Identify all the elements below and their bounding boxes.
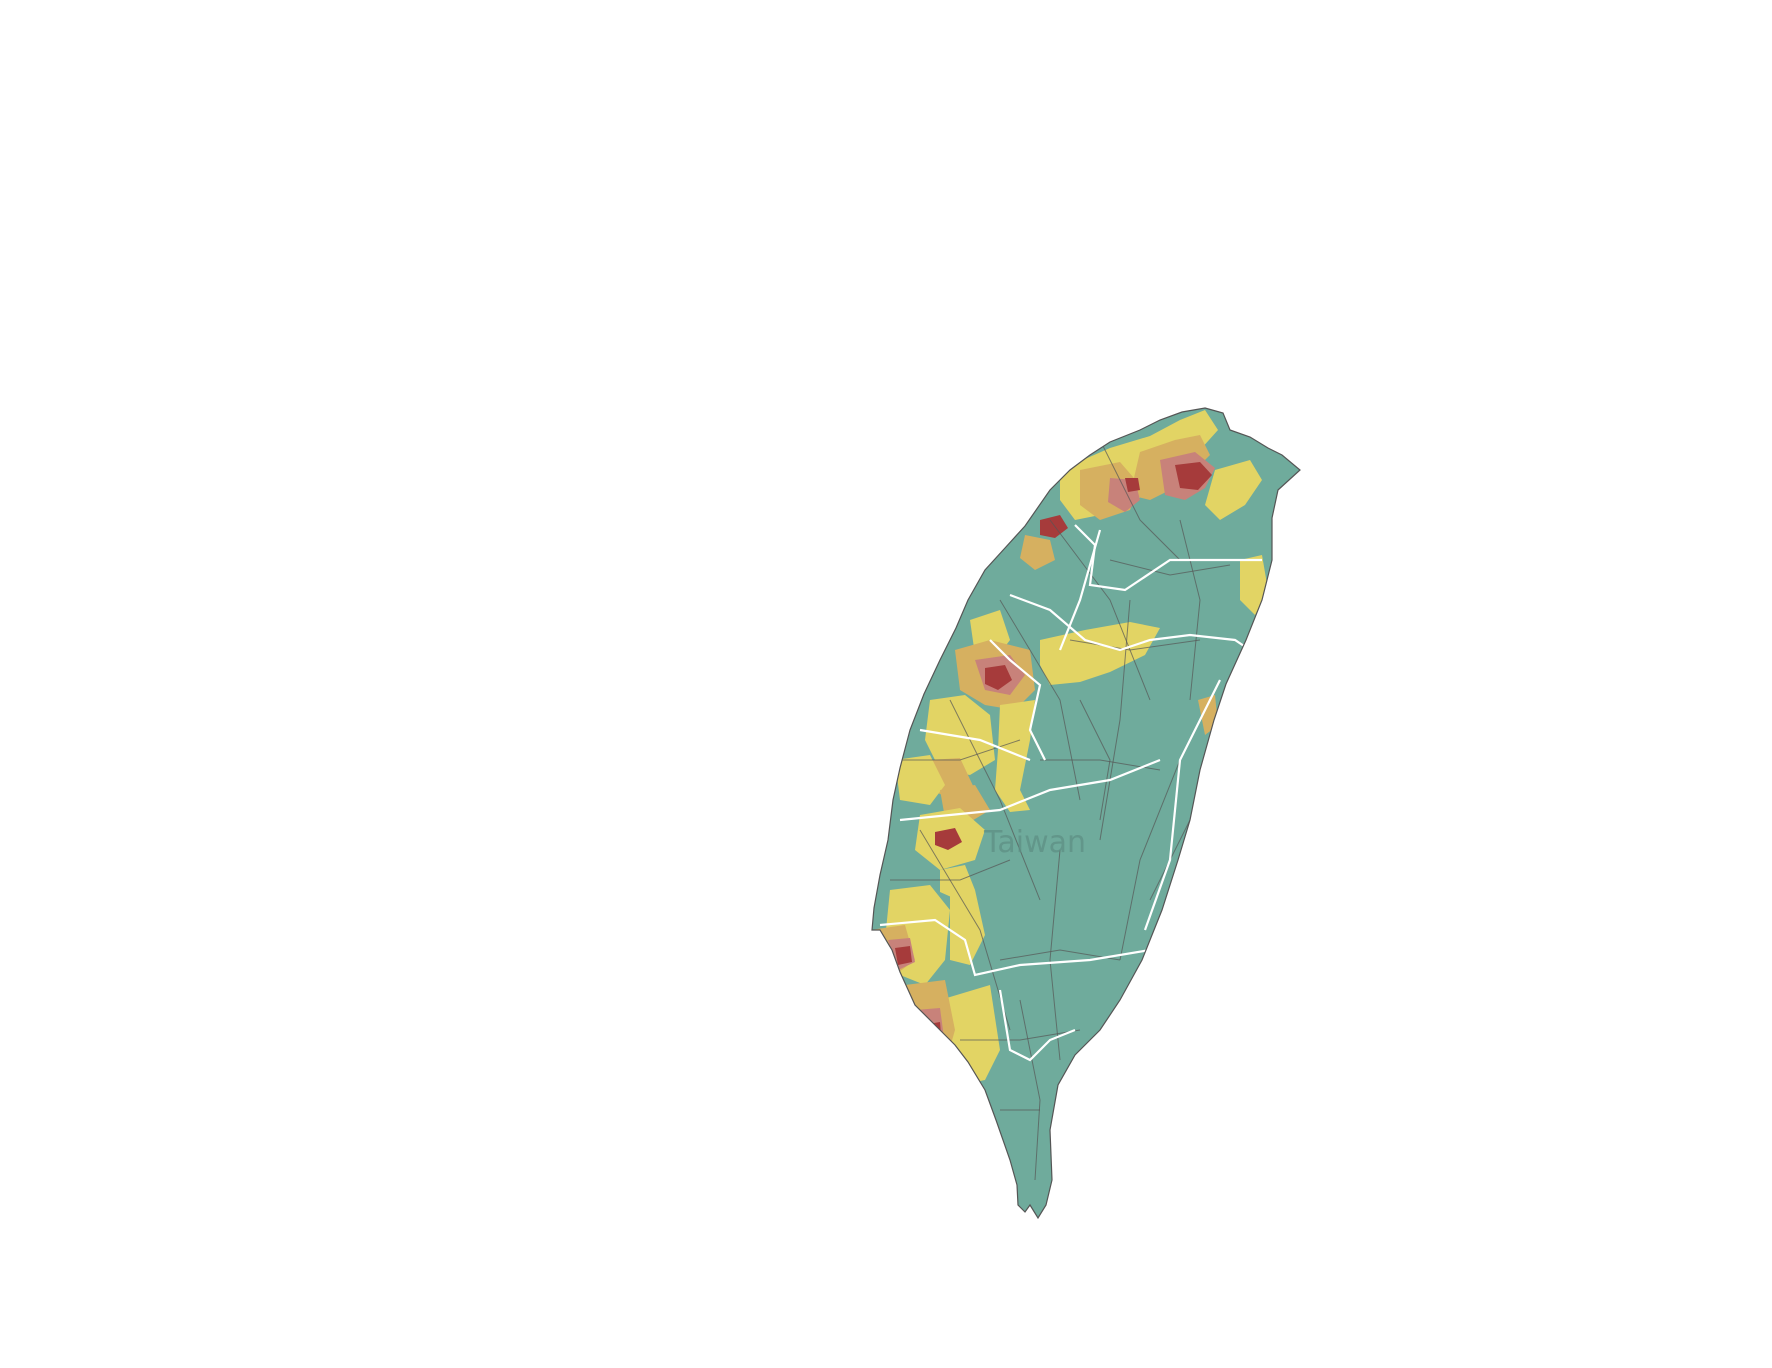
district-kaohsiung-ochre [905, 980, 955, 1065]
district-yunlin-yellow [895, 755, 945, 805]
region-label: Taiwan [983, 825, 1086, 860]
district-chiayi-south-yellow [940, 865, 975, 900]
district-keelung-yellow [1205, 460, 1262, 520]
district-taipei-core [1175, 462, 1212, 490]
island-outline [871, 407, 1301, 1220]
district-taichung-core [985, 665, 1012, 690]
county-borders [879, 524, 1262, 1062]
district-nantou-yellow [995, 700, 1035, 812]
district-borders [890, 439, 1231, 1181]
district-tainan-core [895, 946, 912, 965]
district-central-yellow [1040, 622, 1160, 685]
district-chiayi-core [935, 828, 962, 850]
district-taoyuan-core [1125, 478, 1140, 492]
district-hsinchu-core [1040, 515, 1068, 538]
district-kaohsiung-rose [915, 1008, 945, 1055]
district-tainan-east-yellow [950, 890, 985, 965]
district-kaohsiung-core [922, 1022, 942, 1050]
district-hsinchu-ochre [1020, 535, 1055, 570]
district-yilan-yellow [1240, 555, 1268, 615]
taiwan-island [871, 407, 1301, 1220]
